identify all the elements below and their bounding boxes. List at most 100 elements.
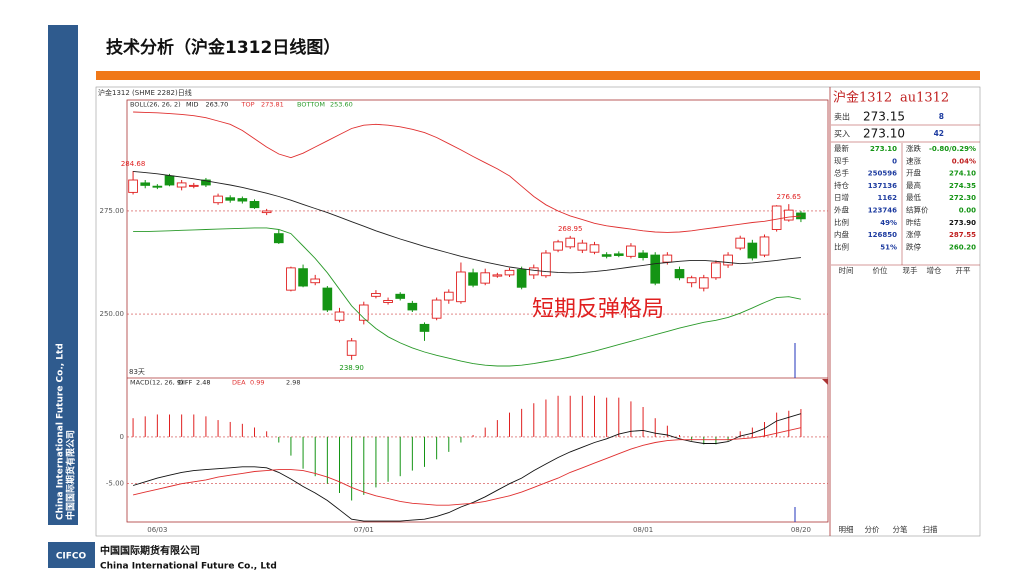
quote-label: 速涨 [906, 155, 921, 165]
candle-body [747, 242, 758, 259]
candle-body [249, 201, 260, 209]
candle-body [528, 267, 539, 276]
footer-en: China International Future Co., Ltd [100, 562, 277, 572]
y-tick-label: 275.00 [100, 207, 125, 215]
panel-marker [822, 379, 828, 385]
quote-value: 273.10 [870, 145, 897, 153]
candle-body [201, 179, 211, 186]
quote-volume: 8 [939, 112, 944, 121]
quote-label: 涨停 [906, 229, 921, 239]
accent-bar [96, 71, 980, 80]
candle-body [723, 254, 733, 266]
candle-body [322, 287, 333, 311]
quote-code: au1312 [900, 91, 949, 106]
annotation: 短期反弹格局 [532, 297, 664, 322]
candle-body [298, 268, 308, 287]
candle-body [176, 182, 187, 188]
quote-label: 开盘 [906, 168, 921, 178]
quote-value: 272.30 [949, 194, 976, 202]
indicator-line [133, 227, 801, 367]
quote-label: 最新 [834, 143, 849, 153]
candle-body [261, 210, 272, 214]
quote-value: 274.10 [949, 170, 976, 178]
candle-body [407, 302, 418, 311]
quote-label: 卖出 [834, 112, 850, 122]
quote-label: 内盘 [834, 229, 849, 239]
candle-body [237, 198, 248, 202]
quote-label: 跌停 [906, 241, 921, 251]
candle-body [613, 253, 624, 256]
column-header: 价位 [873, 265, 888, 275]
quote-value: 1162 [878, 194, 898, 202]
indicator-line [133, 170, 801, 274]
quote-value: 250596 [868, 170, 897, 178]
candle-body [686, 277, 697, 284]
candle-body [334, 311, 345, 321]
quote-label: 最低 [906, 192, 921, 202]
candle-body [565, 237, 576, 248]
quote-label: 最高 [906, 180, 921, 190]
candle-body [698, 277, 709, 289]
x-tick-label: 07/01 [354, 526, 374, 534]
quote-label: 日增 [834, 192, 849, 202]
screenshot-frame [95, 86, 981, 537]
legend-value: 2.98 [286, 379, 300, 387]
legend-value: 273.81 [261, 101, 284, 109]
quote-value: 287.55 [949, 231, 976, 239]
candle-body [783, 209, 794, 221]
candle-body [735, 237, 746, 249]
quote-label: 涨跌 [906, 143, 921, 153]
y-tick-label: 0 [120, 433, 124, 441]
quote-tab: 分价 [865, 525, 880, 534]
candle-body [431, 299, 442, 319]
x-tick-label: 08/20 [791, 526, 811, 534]
candle-body [383, 300, 393, 303]
high-label: 284.68 [121, 160, 146, 168]
quote-price: 273.10 [863, 127, 905, 141]
candle-body [286, 267, 296, 291]
candle-body [456, 271, 466, 303]
candle-body [395, 293, 406, 299]
candle-body [152, 185, 163, 188]
low-label: 238.90 [339, 364, 364, 372]
legend-value: 2.48 [196, 379, 210, 387]
candle-body [188, 184, 199, 187]
sidebar [48, 25, 78, 525]
quote-value: 51% [880, 243, 897, 251]
quote-price: 273.15 [863, 110, 905, 124]
quote-value: 0.00 [959, 207, 976, 215]
quote-tab: 明细 [839, 524, 854, 534]
legend-value: 263.70 [206, 101, 229, 109]
candle-body [711, 262, 721, 279]
candle-body [759, 236, 770, 256]
indicator-line [132, 427, 801, 506]
footer-logo: CIFCO [56, 552, 87, 562]
candle-body [589, 244, 600, 253]
column-header: 时间 [839, 265, 854, 275]
candle-body [164, 175, 175, 186]
candle-body [577, 242, 588, 251]
quote-value: 0 [892, 157, 897, 165]
legend-name: MID [186, 101, 199, 109]
quote-volume: 42 [934, 129, 944, 138]
candle-body [650, 254, 661, 284]
indicator-name: MACD(12, 26, 9) [130, 379, 184, 387]
sidebar-cn: 中国国际期货有限公司 [65, 430, 77, 520]
candle-body [626, 245, 636, 257]
annotation: 83天 [129, 368, 145, 376]
candle-body [128, 179, 138, 193]
quote-label: 买入 [834, 130, 850, 139]
candle-body [771, 205, 782, 230]
quote-label: 昨结 [906, 217, 921, 227]
quote-label: 持仓 [834, 180, 849, 190]
indicator-line [133, 111, 801, 233]
legend-name: BOTTOM [297, 101, 325, 109]
footer-logo-box [48, 542, 95, 568]
quote-tab: 分笔 [893, 524, 908, 534]
candle-body [674, 269, 685, 279]
window-title: 沪金1312 (SHME 2282)日线 [98, 88, 192, 97]
candle-body [480, 272, 491, 284]
slide-title: 技术分析（沪金1312日线图） [106, 37, 340, 58]
candle-body [225, 197, 236, 201]
quote-tab: 扫描 [923, 524, 938, 534]
